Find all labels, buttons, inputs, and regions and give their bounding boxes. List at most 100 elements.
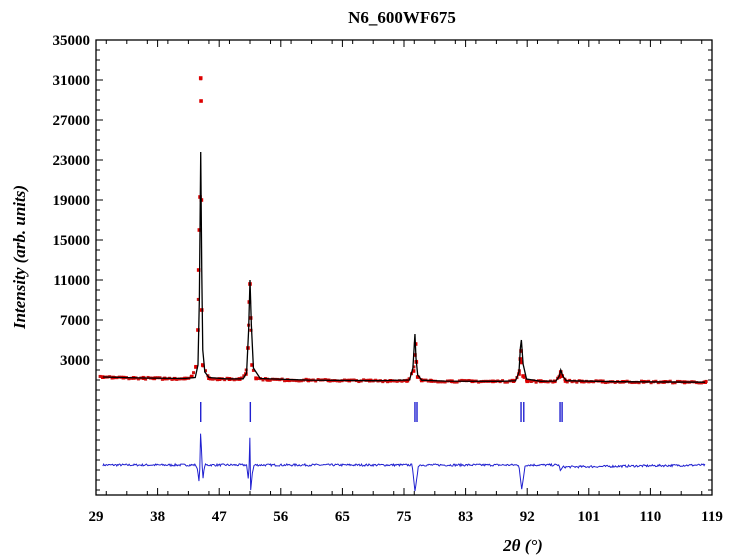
observed-point [436, 380, 440, 384]
observed-point [175, 377, 179, 381]
observed-point [299, 379, 303, 383]
observed-point [519, 349, 523, 353]
observed-point [529, 379, 533, 383]
bragg-reflection-markers [200, 402, 563, 422]
observed-point [127, 377, 131, 381]
x-tick-label: 56 [273, 509, 289, 525]
y-axis: 3000 7000 11000 15000 19000 23000 27000 31000 35… [53, 33, 712, 491]
observed-point [649, 381, 653, 385]
observed-point [190, 374, 194, 379]
observed-point [699, 381, 703, 385]
y-tick-label: 7000 [60, 313, 90, 329]
observed-point [413, 353, 417, 357]
x-axis: 29 38 47 56 65 75 83 92 101 110 119 [89, 40, 723, 525]
y-tick-label: 31000 [53, 73, 91, 89]
observed-point [199, 99, 203, 103]
observed-point [256, 376, 260, 380]
observed-point [505, 380, 509, 384]
calculated-profile [102, 151, 706, 383]
observed-point [407, 377, 411, 381]
observed-points-group [98, 76, 708, 385]
observed-point [477, 380, 481, 384]
observed-point [546, 380, 550, 384]
observed-point [455, 380, 459, 384]
y-tick-label: 3000 [60, 353, 90, 369]
x-tick-label: 101 [578, 509, 601, 525]
observed-point [314, 379, 318, 383]
x-tick-label: 65 [335, 509, 350, 525]
chart-title: N6_600WF675 [348, 8, 456, 27]
observed-point [192, 371, 196, 375]
difference-curve-group [102, 433, 706, 492]
observed-point [460, 378, 464, 382]
y-tick-label: 35000 [53, 33, 91, 49]
observed-point [534, 380, 538, 384]
observed-point [254, 376, 258, 381]
difference-curve [102, 433, 706, 492]
observed-point [575, 380, 579, 384]
observed-point [194, 365, 198, 369]
observed-point [411, 369, 416, 373]
observed-point [381, 380, 385, 384]
observed-point [637, 381, 641, 385]
y-tick-label: 15000 [53, 233, 91, 249]
observed-point [98, 374, 102, 378]
y-tick-label: 27000 [53, 113, 91, 129]
observed-point [503, 380, 507, 384]
observed-point [386, 380, 390, 384]
observed-point [415, 375, 420, 379]
y-tick-label: 11000 [53, 273, 90, 289]
observed-point [323, 378, 327, 382]
x-tick-label: 38 [150, 509, 165, 525]
observed-point [170, 377, 174, 381]
observed-point [290, 378, 294, 382]
observed-point [232, 378, 236, 382]
observed-point [519, 360, 524, 364]
observed-point [570, 380, 574, 384]
observed-point [640, 379, 644, 383]
x-axis-label: 2θ (°) [502, 536, 543, 555]
observed-point [362, 378, 366, 382]
x-tick-label: 75 [397, 509, 412, 525]
observed-point [443, 380, 447, 384]
observed-point [268, 378, 272, 382]
x-tick-label: 83 [458, 509, 473, 525]
y-tick-label: 19000 [53, 193, 91, 209]
plot-frame [95, 39, 713, 496]
observed-point [525, 379, 529, 384]
x-tick-label: 29 [89, 509, 104, 525]
observed-point [283, 379, 287, 383]
observed-point [198, 76, 203, 80]
observed-point [261, 378, 265, 382]
observed-point [438, 380, 442, 384]
observed-point [400, 379, 404, 383]
x-tick-label: 119 [701, 509, 723, 525]
observed-point [292, 378, 296, 382]
y-tick-label: 23000 [53, 153, 91, 169]
observed-point [587, 380, 591, 384]
observed-point [242, 374, 246, 378]
observed-point [412, 365, 416, 369]
observed-point [136, 377, 140, 381]
observed-point [204, 369, 208, 373]
observed-point [613, 380, 617, 384]
observed-point [211, 377, 215, 381]
calculated-profile-group [102, 151, 706, 383]
observed-point [207, 376, 211, 380]
observed-point [196, 268, 201, 272]
observed-point [668, 379, 672, 383]
observed-point [304, 377, 308, 381]
x-tick-label: 92 [520, 509, 535, 525]
observed-point [196, 297, 200, 301]
observed-point [295, 379, 299, 383]
observed-point [213, 377, 217, 381]
observed-point [656, 381, 660, 385]
x-tick-label: 47 [212, 509, 228, 525]
observed-point [671, 381, 675, 385]
observed-point [582, 380, 586, 384]
observed-point [265, 377, 269, 382]
observed-point [196, 328, 200, 332]
observed-point [250, 363, 254, 367]
observed-point [673, 381, 677, 385]
